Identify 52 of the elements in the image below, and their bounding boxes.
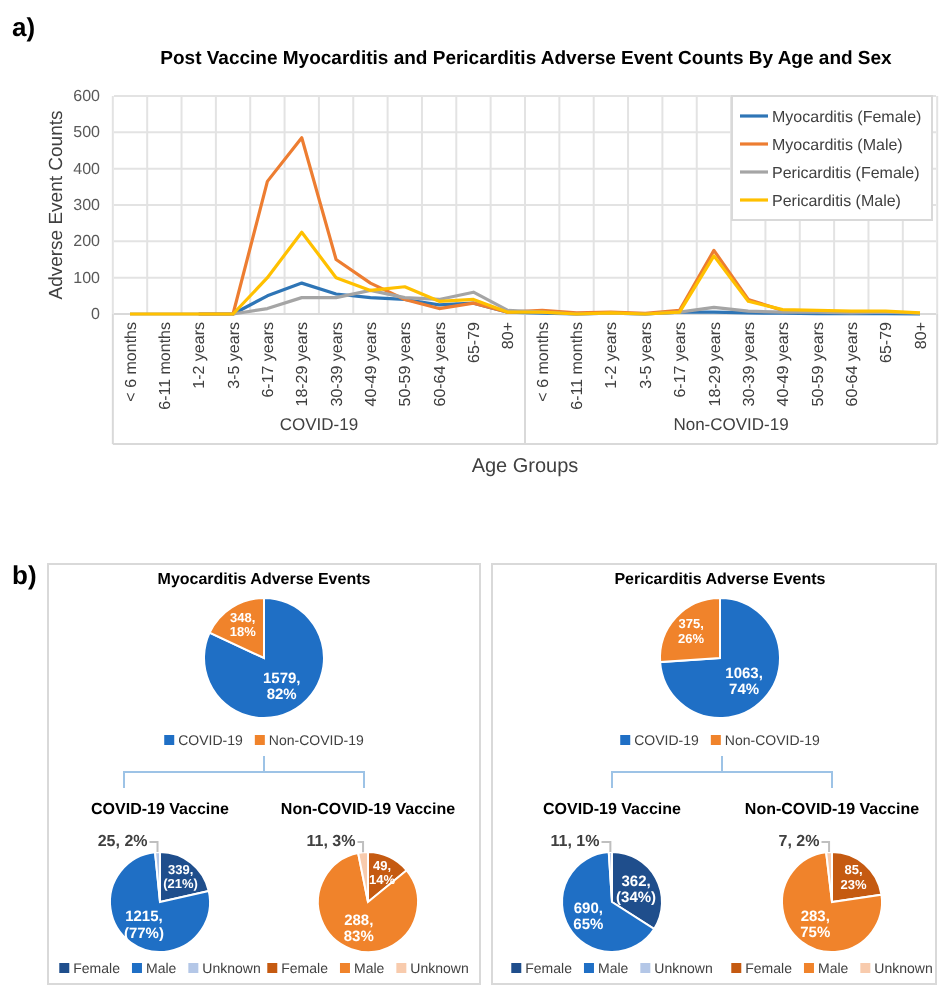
y-tick-label: 200 [73, 232, 102, 251]
chart-title: Non-COVID-19 Vaccine [744, 800, 921, 818]
text: COVID-19 [279, 414, 359, 434]
chart-title: Post Vaccine Myocarditis and Pericarditis Adverse Event Counts By Age and Sex [160, 48, 894, 70]
x-tick-label: 1-2 years [190, 322, 209, 389]
x-tick-label: 65-79 [465, 320, 484, 363]
x-tick-label: 6-17 years [671, 322, 690, 398]
data-label: 11, 3% [306, 831, 356, 850]
y-tick-label: 500 [73, 123, 102, 142]
y-tick-label: 600 [73, 87, 102, 106]
legend-label: Myocarditis (Female) [772, 107, 923, 126]
y-tick-label: 400 [73, 159, 102, 178]
text: Non-COVID-19 [673, 414, 790, 434]
x-tick-label: < 6 months [533, 322, 552, 402]
x-tick-label: 3-5 years [224, 322, 243, 389]
x-tick-label: 50-59 years [396, 322, 415, 407]
x-tick-label: 40-49 years [774, 322, 793, 407]
data-label: 25, 2% [97, 831, 148, 850]
legend-label: Pericarditis (Male) [772, 191, 902, 210]
data-label: 7, 2% [778, 831, 820, 850]
chart-title: Myocarditis Adverse Events [157, 570, 372, 588]
y-axis-title: Adverse Event Counts [46, 109, 68, 300]
x-axis-title: Age Groups [471, 456, 579, 478]
x-tick-label: 6-11 months [155, 322, 174, 410]
x-tick-label: 18-29 years [705, 322, 724, 407]
text: a) [12, 12, 36, 42]
x-tick-label: 30-39 years [327, 322, 346, 407]
x-tick-label: 18-29 years [293, 322, 312, 407]
chart-title: Non-COVID-19 Vaccine [280, 800, 457, 818]
x-tick-label: 6-17 years [258, 322, 277, 398]
x-tick-label: 80+ [499, 321, 518, 350]
x-tick-label: 6-11 months [568, 322, 587, 410]
x-tick-label: 60-64 years [430, 322, 449, 407]
chart-title: COVID-19 Vaccine [91, 800, 231, 818]
text: b) [12, 560, 37, 590]
chart-title: Pericarditis Adverse Events [614, 570, 827, 588]
chart-title: COVID-19 Vaccine [543, 800, 683, 818]
x-tick-label: 3-5 years [636, 322, 655, 389]
y-tick-label: 100 [73, 268, 102, 287]
x-tick-label: 65-79 [877, 320, 896, 363]
data-label: 11, 1% [550, 831, 600, 850]
y-tick-label: 300 [73, 196, 102, 215]
x-tick-label: 40-49 years [362, 322, 381, 407]
x-tick-label: < 6 months [121, 322, 140, 402]
legend-label: Myocarditis (Male) [772, 135, 904, 154]
x-tick-label: 30-39 years [739, 322, 758, 407]
x-tick-label: 80+ [911, 321, 930, 350]
y-tick-label: 0 [91, 305, 102, 324]
legend-label: Pericarditis (Female) [772, 163, 921, 182]
x-tick-label: 60-64 years [842, 322, 861, 407]
x-tick-label: 1-2 years [602, 322, 621, 389]
x-tick-label: 50-59 years [808, 322, 827, 407]
